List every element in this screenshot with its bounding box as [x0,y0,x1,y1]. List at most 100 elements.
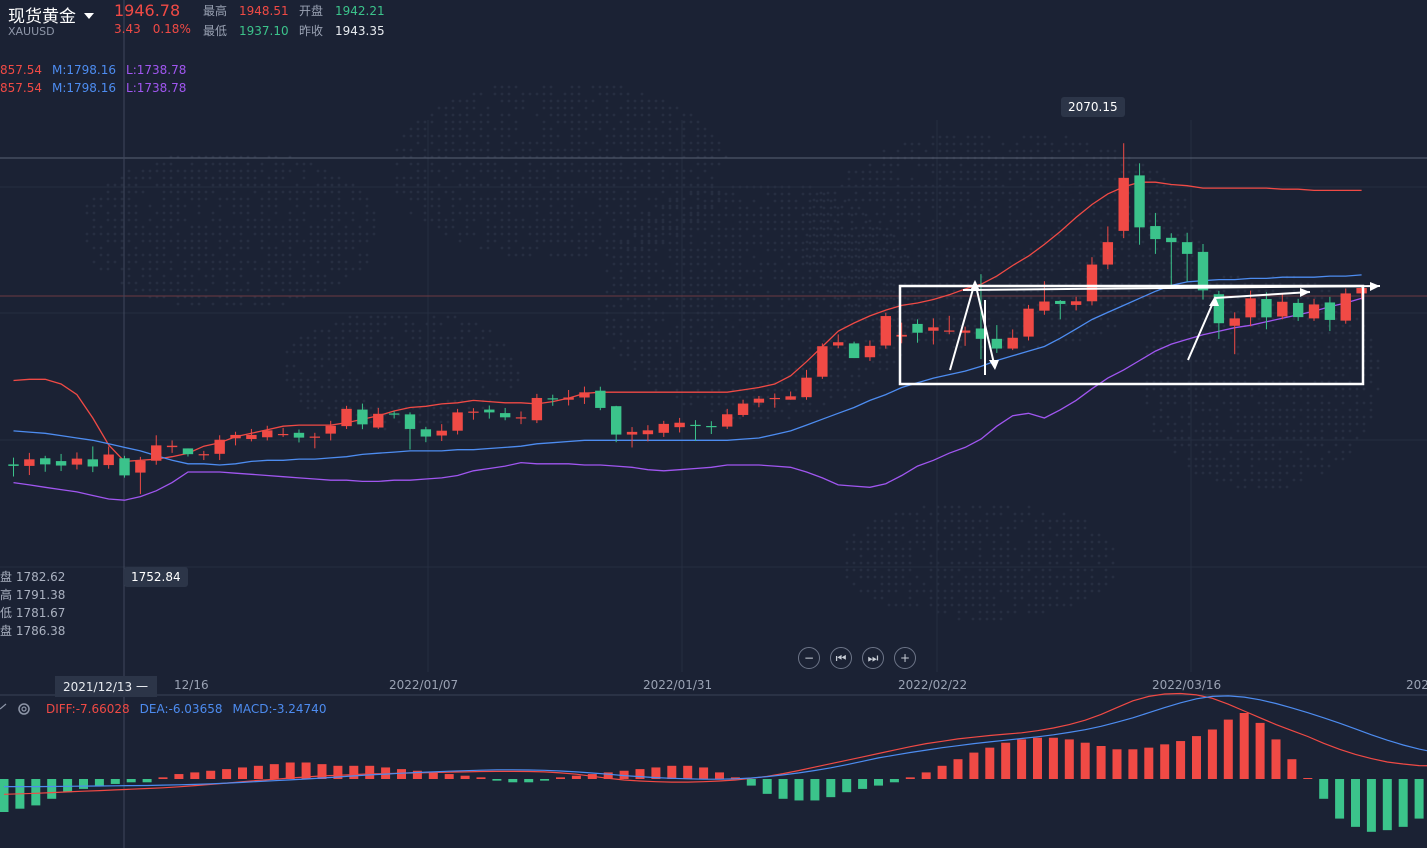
map-dot [330,225,334,229]
map-dot [155,239,159,243]
map-dot [197,267,201,271]
candle [658,423,669,433]
map-dot [430,113,434,117]
macd-bar [667,765,677,779]
map-dot [633,234,637,238]
map-dot [759,395,763,399]
map-dot [423,127,427,131]
settings-gear-icon[interactable] [0,701,36,717]
map-dot [141,239,145,243]
drawing-annotations[interactable] [898,280,1381,386]
map-dot [626,141,630,145]
map-dot [493,197,497,201]
map-dot [418,329,422,333]
map-dot [148,239,152,243]
map-dot [446,420,450,424]
map-dot [323,183,327,187]
map-dot [1013,512,1017,516]
map-dot [1013,603,1017,607]
map-dot [1064,240,1068,244]
map-dot [383,371,387,375]
map-dot [570,197,574,201]
map-dot [924,275,928,279]
map-dot [528,225,532,229]
map-dot [1155,205,1159,209]
symbol-selector[interactable]: 现货黄金 [8,2,94,27]
map-dot [453,350,457,354]
map-dot [801,402,805,406]
map-dot [549,148,553,152]
map-dot [507,134,511,138]
map-dot [113,183,117,187]
map-dot [971,561,975,565]
map-dot [845,575,849,579]
map-dot [896,177,900,181]
map-dot [1264,436,1268,440]
map-dot [1104,554,1108,558]
map-dot [432,399,436,403]
map-dot [612,211,616,215]
map-dot [1250,443,1254,447]
map-dot [225,253,229,257]
scroll-right-button[interactable]: ⏭ [862,647,884,669]
map-dot [924,198,928,202]
map-dot [274,211,278,215]
macd-bar [1064,739,1074,779]
map-dot [689,192,693,196]
map-dot [1236,485,1240,489]
map-dot [535,169,539,173]
map-dot [1215,338,1219,342]
map-dot [1069,568,1073,572]
map-dot [190,162,194,166]
map-dot [885,262,889,266]
map-dot [843,255,847,259]
map-dot [1355,352,1359,356]
map-dot [1076,575,1080,579]
map-dot [577,92,581,96]
map-dot [309,190,313,194]
map-dot [190,274,194,278]
map-dot [1036,170,1040,174]
map-dot [162,246,166,250]
map-dot [703,248,707,252]
map-dot [924,191,928,195]
map-dot [668,220,672,224]
map-dot [850,213,854,217]
map-dot [351,239,355,243]
map-dot [1250,415,1254,419]
map-dot [1173,387,1177,391]
map-dot [1085,240,1089,244]
map-dot [861,240,865,244]
map-dot [162,183,166,187]
map-dot [1376,366,1380,370]
zoom-in-button[interactable]: + [894,647,916,669]
map-dot [717,276,721,280]
map-dot [211,190,215,194]
map-dot [106,267,110,271]
map-dot [197,239,201,243]
map-dot [155,162,159,166]
map-dot [640,283,644,287]
macd-bar [412,770,422,779]
macd-panel [0,692,1427,832]
map-dot [183,260,187,264]
map-dot [330,218,334,222]
map-dot [864,213,868,217]
map-dot [717,227,721,231]
map-dot [710,283,714,287]
map-dot [486,218,490,222]
map-dot [794,199,798,203]
map-dot [1013,575,1017,579]
map-dot [647,134,651,138]
map-dot [1092,261,1096,265]
macd-bar [444,774,454,779]
map-dot [225,302,229,306]
scroll-left-button[interactable]: ⏮ [830,647,852,669]
map-dot [675,367,679,371]
map-dot [467,406,471,410]
map-dot [922,526,926,530]
zoom-out-button[interactable]: − [798,647,820,669]
map-dot [176,253,180,257]
map-dot [640,339,644,343]
